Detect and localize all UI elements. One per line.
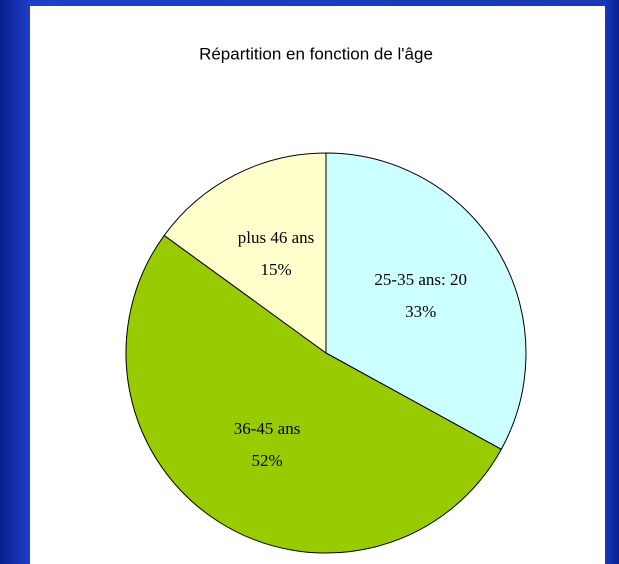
chart-title: Répartition en fonction de l'âge	[199, 44, 433, 63]
slice-label: plus 46 ans	[238, 228, 315, 247]
slice-value-label: 52%	[251, 451, 282, 470]
slice-value-label: 33%	[405, 302, 436, 321]
slice-value-label: 15%	[260, 260, 291, 279]
slice-label: 25-35 ans: 20	[374, 270, 467, 289]
pie-slice	[125, 234, 502, 554]
slice-label: 36-45 ans	[234, 419, 301, 438]
pie-slice	[163, 152, 327, 354]
pie-slice	[325, 152, 527, 451]
